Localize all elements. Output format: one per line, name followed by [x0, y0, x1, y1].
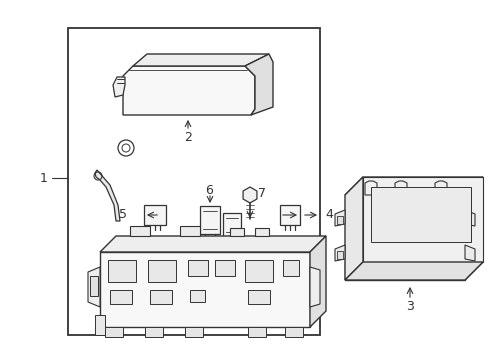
Polygon shape: [345, 177, 482, 195]
Polygon shape: [334, 245, 345, 261]
Bar: [68, 28, 319, 335]
Polygon shape: [113, 77, 125, 97]
Bar: [370, 187, 470, 242]
Bar: [280, 205, 299, 225]
Bar: [100, 252, 309, 327]
Text: 7: 7: [258, 186, 265, 199]
Bar: [247, 327, 265, 337]
Bar: [184, 327, 203, 337]
Text: 2: 2: [183, 131, 192, 144]
Bar: [336, 251, 342, 259]
Bar: [283, 260, 298, 276]
Bar: [345, 262, 464, 280]
Polygon shape: [362, 177, 482, 262]
Polygon shape: [244, 54, 272, 115]
Bar: [200, 206, 220, 234]
Bar: [190, 290, 204, 302]
Bar: [180, 226, 200, 236]
Bar: [215, 260, 235, 276]
Polygon shape: [100, 236, 325, 252]
Polygon shape: [464, 210, 474, 226]
Bar: [244, 260, 272, 282]
Text: 3: 3: [405, 300, 413, 312]
Bar: [150, 290, 172, 304]
Polygon shape: [464, 177, 482, 280]
Bar: [105, 327, 123, 337]
Bar: [187, 260, 207, 276]
Bar: [145, 327, 163, 337]
Bar: [130, 226, 150, 236]
Text: 6: 6: [204, 184, 212, 197]
Polygon shape: [345, 262, 482, 280]
Polygon shape: [133, 54, 268, 66]
Bar: [229, 228, 244, 236]
Text: 1: 1: [40, 171, 48, 185]
Text: 4: 4: [325, 207, 332, 220]
Bar: [143, 205, 165, 225]
Bar: [148, 260, 176, 282]
Polygon shape: [394, 181, 406, 195]
Bar: [247, 290, 269, 304]
Bar: [90, 276, 98, 296]
Bar: [110, 290, 132, 304]
Bar: [254, 228, 268, 236]
Polygon shape: [434, 181, 446, 195]
Polygon shape: [309, 267, 319, 307]
Polygon shape: [309, 236, 325, 327]
Polygon shape: [95, 170, 120, 221]
Bar: [223, 213, 241, 237]
Polygon shape: [88, 267, 100, 307]
Bar: [108, 260, 136, 282]
Polygon shape: [123, 66, 254, 115]
Polygon shape: [243, 187, 256, 203]
Bar: [336, 216, 342, 224]
Polygon shape: [334, 210, 345, 226]
Bar: [95, 315, 105, 335]
Text: 5: 5: [119, 207, 127, 220]
Polygon shape: [345, 177, 362, 280]
Bar: [285, 327, 303, 337]
Polygon shape: [464, 245, 474, 261]
Polygon shape: [364, 181, 376, 195]
